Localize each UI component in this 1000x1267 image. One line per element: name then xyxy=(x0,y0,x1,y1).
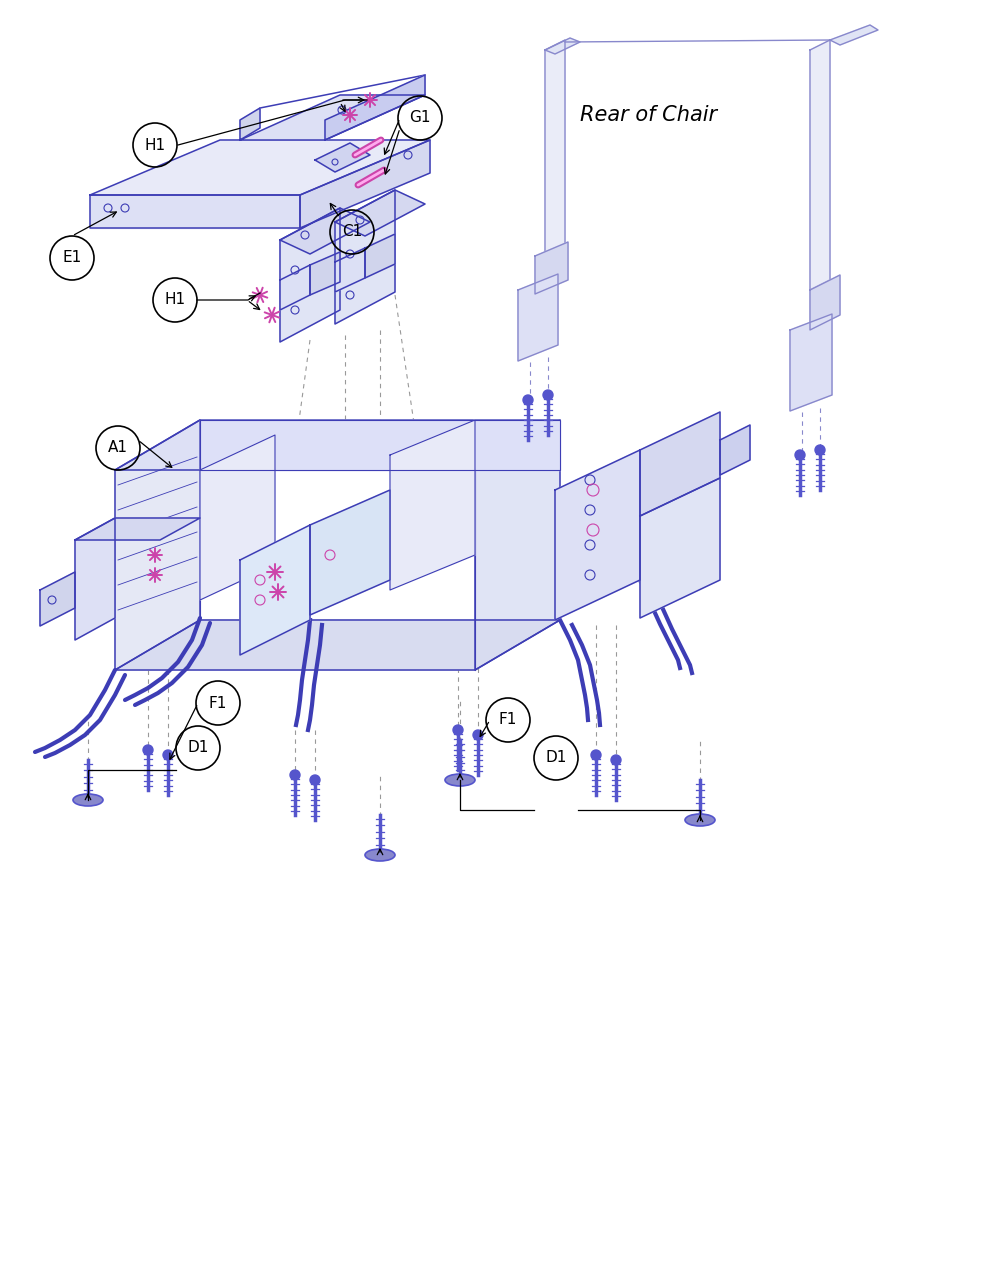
Polygon shape xyxy=(280,208,370,253)
Polygon shape xyxy=(300,139,430,228)
Text: F1: F1 xyxy=(499,712,517,727)
Circle shape xyxy=(543,390,553,400)
Polygon shape xyxy=(240,525,310,655)
Polygon shape xyxy=(790,314,832,411)
Polygon shape xyxy=(640,412,720,516)
Ellipse shape xyxy=(365,849,395,862)
Text: D1: D1 xyxy=(545,750,567,765)
Circle shape xyxy=(163,750,173,760)
Circle shape xyxy=(143,745,153,755)
Text: D1: D1 xyxy=(187,740,209,755)
Polygon shape xyxy=(810,41,830,290)
Polygon shape xyxy=(280,265,310,310)
Text: H1: H1 xyxy=(144,138,166,152)
Circle shape xyxy=(290,770,300,780)
Polygon shape xyxy=(640,478,720,618)
Polygon shape xyxy=(810,275,840,329)
Polygon shape xyxy=(40,571,75,626)
Polygon shape xyxy=(335,248,365,291)
Polygon shape xyxy=(390,419,475,590)
Polygon shape xyxy=(535,242,568,294)
Text: G1: G1 xyxy=(409,110,431,125)
Ellipse shape xyxy=(73,794,103,806)
Polygon shape xyxy=(115,419,200,670)
Polygon shape xyxy=(280,208,340,342)
Polygon shape xyxy=(365,234,395,277)
Circle shape xyxy=(815,445,825,455)
Circle shape xyxy=(795,450,805,460)
Polygon shape xyxy=(310,490,390,614)
Polygon shape xyxy=(90,195,300,228)
Text: C1: C1 xyxy=(342,224,362,239)
Polygon shape xyxy=(335,190,425,236)
Polygon shape xyxy=(90,139,430,195)
Text: E1: E1 xyxy=(62,251,82,266)
Polygon shape xyxy=(75,518,200,540)
Polygon shape xyxy=(325,75,425,139)
Polygon shape xyxy=(518,274,558,361)
Circle shape xyxy=(611,755,621,765)
Circle shape xyxy=(523,395,533,405)
Ellipse shape xyxy=(445,774,475,786)
Polygon shape xyxy=(310,252,340,295)
Polygon shape xyxy=(830,25,878,46)
Polygon shape xyxy=(240,95,425,139)
Polygon shape xyxy=(475,419,560,670)
Text: F1: F1 xyxy=(209,696,227,711)
Circle shape xyxy=(453,725,463,735)
Polygon shape xyxy=(720,424,750,475)
Circle shape xyxy=(473,730,483,740)
Polygon shape xyxy=(545,38,580,54)
Text: H1: H1 xyxy=(164,293,186,308)
Circle shape xyxy=(591,750,601,760)
Text: A1: A1 xyxy=(108,441,128,456)
Polygon shape xyxy=(200,419,560,470)
Text: Rear of Chair: Rear of Chair xyxy=(580,105,717,125)
Polygon shape xyxy=(240,108,260,139)
Circle shape xyxy=(310,775,320,786)
Polygon shape xyxy=(115,620,560,670)
Polygon shape xyxy=(75,518,115,640)
Polygon shape xyxy=(545,41,565,255)
Polygon shape xyxy=(335,190,395,324)
Polygon shape xyxy=(315,143,370,172)
Polygon shape xyxy=(200,435,275,601)
Ellipse shape xyxy=(685,813,715,826)
Polygon shape xyxy=(555,450,640,620)
Polygon shape xyxy=(115,419,560,470)
